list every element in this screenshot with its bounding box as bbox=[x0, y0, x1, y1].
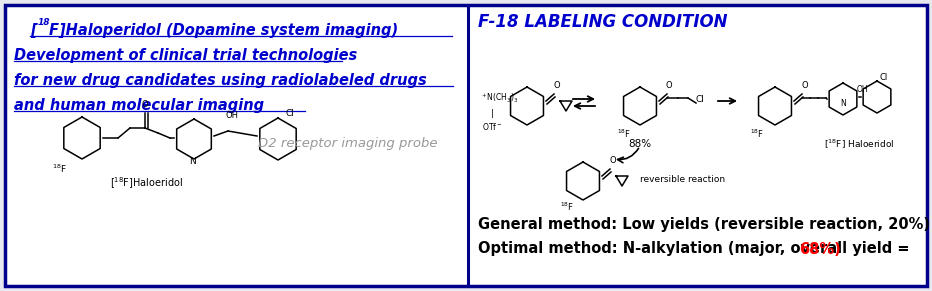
Text: Cl: Cl bbox=[286, 109, 295, 118]
Text: 88%: 88% bbox=[628, 139, 651, 149]
Text: General method: Low yields (reversible reaction, 20%): General method: Low yields (reversible r… bbox=[478, 217, 930, 232]
Text: OH: OH bbox=[857, 84, 869, 93]
Text: 68%): 68%) bbox=[799, 242, 841, 256]
Text: Development of clinical trial technologies: Development of clinical trial technologi… bbox=[14, 48, 357, 63]
Text: Optimal method: N-alkylation (major, overall yield =: Optimal method: N-alkylation (major, ove… bbox=[478, 242, 914, 256]
Text: [$^{18}$F]Haloeridol: [$^{18}$F]Haloeridol bbox=[110, 175, 183, 191]
Text: OH: OH bbox=[225, 111, 238, 120]
Text: $^{18}$F: $^{18}$F bbox=[52, 163, 67, 175]
Text: Cl: Cl bbox=[696, 95, 705, 104]
Text: O: O bbox=[666, 81, 673, 90]
Text: O: O bbox=[141, 100, 147, 109]
Text: [$^{18}$F] Haloeridol: [$^{18}$F] Haloeridol bbox=[824, 137, 894, 150]
Text: Cl: Cl bbox=[880, 72, 888, 81]
Text: [: [ bbox=[30, 23, 36, 38]
Text: and human molecular imaging: and human molecular imaging bbox=[14, 98, 264, 113]
Text: N: N bbox=[189, 157, 196, 166]
Text: |: | bbox=[491, 109, 494, 118]
Text: D2 receptor imaging probe: D2 receptor imaging probe bbox=[258, 136, 437, 150]
Text: 18: 18 bbox=[38, 18, 50, 27]
Text: OTf$^-$: OTf$^-$ bbox=[482, 120, 502, 132]
Text: O: O bbox=[801, 81, 808, 90]
Text: reversible reaction: reversible reaction bbox=[640, 175, 725, 184]
Text: F]Haloperidol (Dopamine system imaging): F]Haloperidol (Dopamine system imaging) bbox=[49, 23, 398, 38]
Text: F-18 LABELING CONDITION: F-18 LABELING CONDITION bbox=[478, 13, 728, 31]
Text: O: O bbox=[609, 156, 616, 165]
Text: $^{18}$F: $^{18}$F bbox=[750, 128, 764, 140]
Text: for new drug candidates using radiolabeled drugs: for new drug candidates using radiolabel… bbox=[14, 73, 427, 88]
Text: $^{18}$F: $^{18}$F bbox=[560, 201, 574, 213]
Text: $^{18}$F: $^{18}$F bbox=[617, 128, 631, 140]
Text: O: O bbox=[553, 81, 559, 90]
Text: N: N bbox=[840, 98, 845, 107]
Text: $^+$N(CH$_3$)$_3$: $^+$N(CH$_3$)$_3$ bbox=[480, 91, 518, 104]
